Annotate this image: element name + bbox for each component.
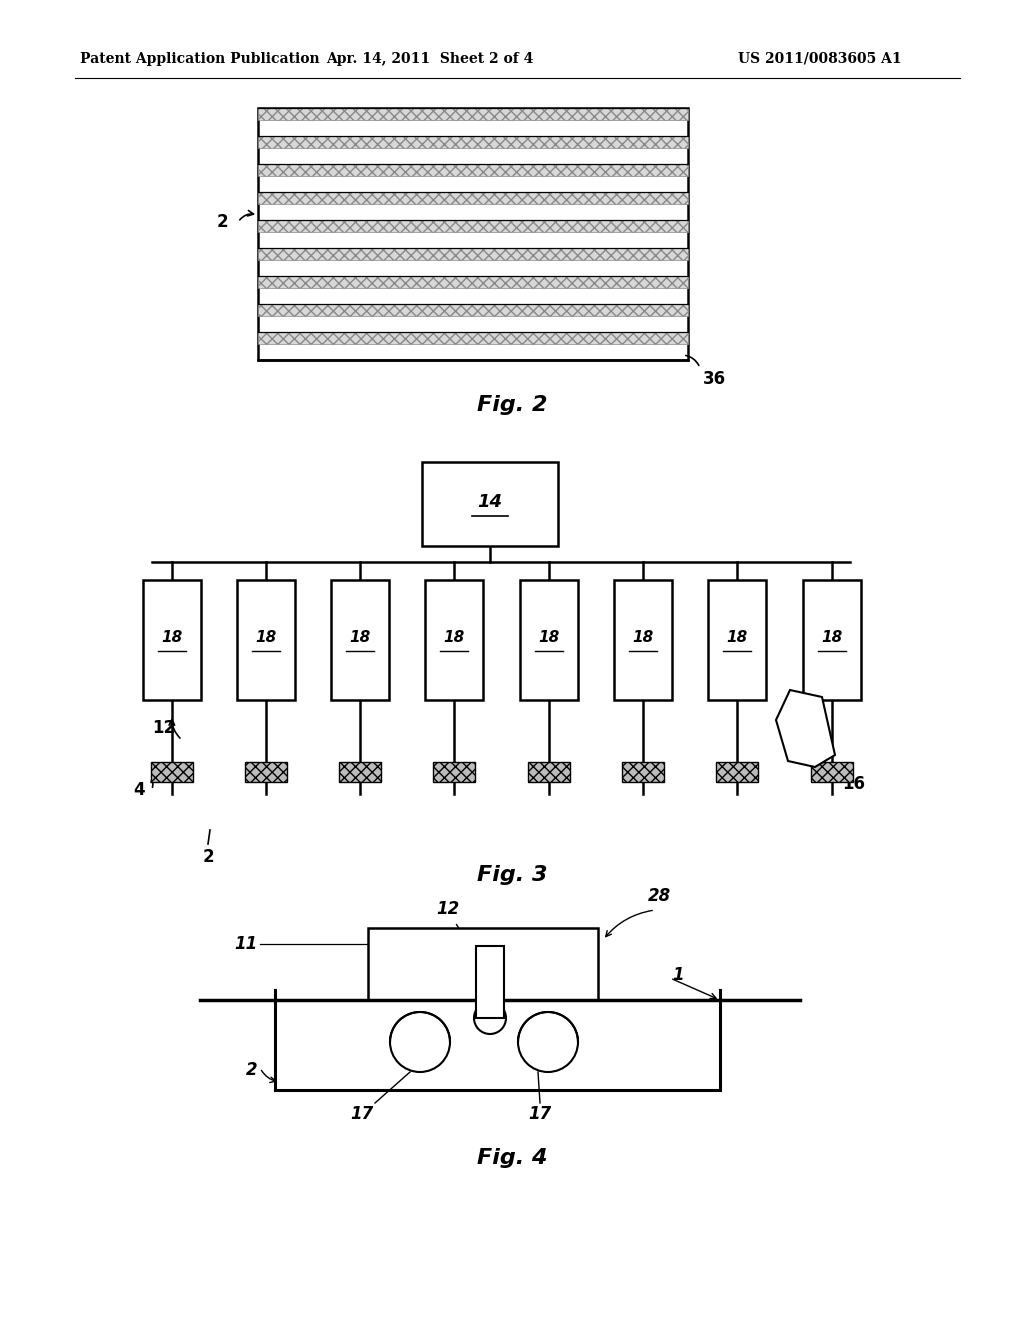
Bar [368, 928, 598, 1001]
Bar [258, 136, 688, 148]
Text: 28: 28 [648, 887, 672, 906]
Bar [622, 762, 664, 781]
Text: 18: 18 [443, 630, 465, 644]
Bar [258, 164, 688, 176]
Bar [708, 579, 766, 700]
Text: 2: 2 [216, 213, 228, 231]
Text: Fig. 3: Fig. 3 [477, 865, 547, 884]
Text: 16: 16 [842, 775, 865, 793]
Bar [811, 762, 853, 781]
Text: 18: 18 [821, 630, 843, 644]
Bar [803, 579, 861, 700]
Text: 36: 36 [703, 370, 726, 388]
Bar [143, 579, 201, 700]
Bar [258, 333, 688, 343]
Text: 18: 18 [726, 630, 748, 644]
Text: 18: 18 [162, 630, 182, 644]
Text: 18: 18 [255, 630, 276, 644]
Circle shape [518, 1012, 578, 1072]
Bar [339, 762, 381, 781]
Bar [258, 248, 688, 260]
Bar [476, 946, 504, 1018]
Text: 17: 17 [528, 1105, 552, 1123]
Bar [331, 579, 389, 700]
Text: 4: 4 [133, 781, 145, 799]
Text: 18: 18 [633, 630, 653, 644]
Text: Fig. 4: Fig. 4 [477, 1148, 547, 1168]
Text: 12: 12 [152, 719, 175, 737]
Bar [258, 220, 688, 232]
Text: 1: 1 [672, 966, 684, 983]
Bar [237, 579, 295, 700]
Text: 12: 12 [436, 900, 460, 917]
Bar [258, 108, 688, 120]
Bar [245, 762, 287, 781]
Text: 17: 17 [350, 1105, 374, 1123]
Text: 11: 11 [234, 935, 258, 953]
Text: 14: 14 [477, 492, 503, 511]
Text: 18: 18 [349, 630, 371, 644]
Text: US 2011/0083605 A1: US 2011/0083605 A1 [738, 51, 902, 66]
Bar [258, 108, 688, 360]
Bar [614, 579, 672, 700]
Bar [151, 762, 193, 781]
Bar [258, 276, 688, 288]
Text: 2: 2 [247, 1061, 258, 1078]
Text: 18: 18 [539, 630, 560, 644]
Circle shape [390, 1012, 450, 1072]
Bar [716, 762, 758, 781]
Text: Patent Application Publication: Patent Application Publication [80, 51, 319, 66]
Text: 2: 2 [202, 847, 214, 866]
Bar [425, 579, 483, 700]
Bar [422, 462, 558, 546]
Bar [433, 762, 475, 781]
Circle shape [474, 1002, 506, 1034]
Bar [258, 304, 688, 315]
Polygon shape [776, 690, 835, 767]
Text: Fig. 2: Fig. 2 [477, 395, 547, 414]
Bar [528, 762, 570, 781]
Bar [258, 191, 688, 203]
Text: Apr. 14, 2011  Sheet 2 of 4: Apr. 14, 2011 Sheet 2 of 4 [327, 51, 534, 66]
Bar [520, 579, 578, 700]
